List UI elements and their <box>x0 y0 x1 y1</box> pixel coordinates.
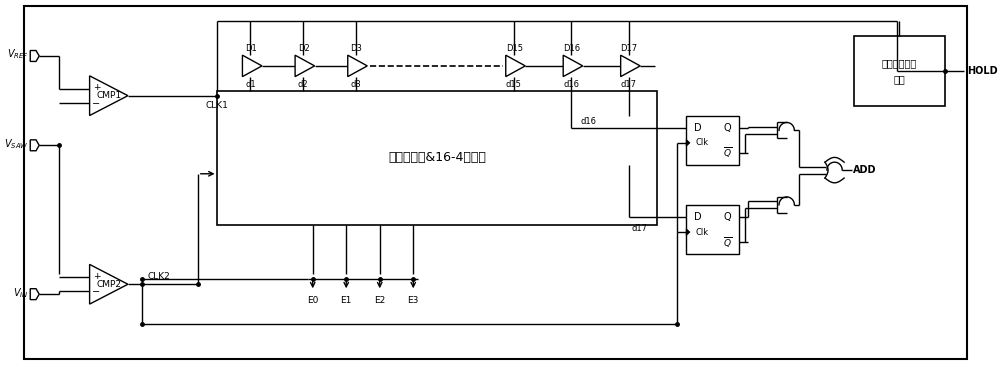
Polygon shape <box>686 139 690 146</box>
Text: d3: d3 <box>350 80 361 89</box>
Text: +: + <box>93 272 100 281</box>
Polygon shape <box>30 289 39 300</box>
Text: d16: d16 <box>581 117 597 126</box>
Bar <box>686 115 739 165</box>
Polygon shape <box>621 55 640 77</box>
Bar <box>217 91 657 225</box>
Text: E2: E2 <box>374 296 385 305</box>
Text: d17: d17 <box>632 224 648 233</box>
Text: $\overline{Q}$: $\overline{Q}$ <box>723 235 732 249</box>
Text: D2: D2 <box>298 44 309 53</box>
Polygon shape <box>506 55 525 77</box>
Text: CLK1: CLK1 <box>206 101 228 110</box>
Polygon shape <box>563 55 583 77</box>
Polygon shape <box>90 76 128 115</box>
Polygon shape <box>686 229 690 236</box>
Polygon shape <box>348 55 367 77</box>
Text: $\overline{Q}$: $\overline{Q}$ <box>723 145 732 160</box>
Text: HOLD: HOLD <box>967 66 997 76</box>
Text: D3: D3 <box>350 44 362 53</box>
Text: +: + <box>93 83 100 92</box>
Text: CLK2: CLK2 <box>147 272 170 281</box>
Text: Q: Q <box>723 212 731 222</box>
Text: d17: d17 <box>621 80 637 89</box>
Text: 单元: 单元 <box>893 74 905 84</box>
Text: 尾管电流控制: 尾管电流控制 <box>882 58 917 68</box>
Polygon shape <box>295 55 315 77</box>
Bar <box>854 36 945 105</box>
Text: CMP1: CMP1 <box>96 91 121 100</box>
Text: D: D <box>694 212 702 222</box>
Text: D15: D15 <box>506 44 523 53</box>
Text: D: D <box>694 123 702 133</box>
Text: E3: E3 <box>408 296 419 305</box>
Text: d2: d2 <box>298 80 308 89</box>
Text: 采样保持器&16-4编码器: 采样保持器&16-4编码器 <box>388 151 486 164</box>
Text: Q: Q <box>723 123 731 133</box>
Text: d15: d15 <box>506 80 522 89</box>
Polygon shape <box>90 265 128 304</box>
Text: E0: E0 <box>307 296 318 305</box>
Text: CMP2: CMP2 <box>96 280 121 289</box>
Text: −: − <box>92 287 101 297</box>
Text: E1: E1 <box>341 296 352 305</box>
Bar <box>686 205 739 255</box>
Text: d16: d16 <box>563 80 579 89</box>
Text: ADD: ADD <box>853 165 876 175</box>
Polygon shape <box>30 51 39 61</box>
Text: D1: D1 <box>245 44 257 53</box>
Text: Clk: Clk <box>695 228 709 237</box>
Text: d1: d1 <box>245 80 256 89</box>
Polygon shape <box>30 140 39 151</box>
Text: −: − <box>92 99 101 109</box>
Text: D17: D17 <box>621 44 638 53</box>
Text: Clk: Clk <box>695 138 709 147</box>
Polygon shape <box>242 55 262 77</box>
Text: $V_{IN}$: $V_{IN}$ <box>13 286 28 300</box>
Text: $V_{REF}$: $V_{REF}$ <box>7 48 28 61</box>
Text: $V_{SAW}$: $V_{SAW}$ <box>4 137 28 151</box>
Text: D16: D16 <box>563 44 580 53</box>
